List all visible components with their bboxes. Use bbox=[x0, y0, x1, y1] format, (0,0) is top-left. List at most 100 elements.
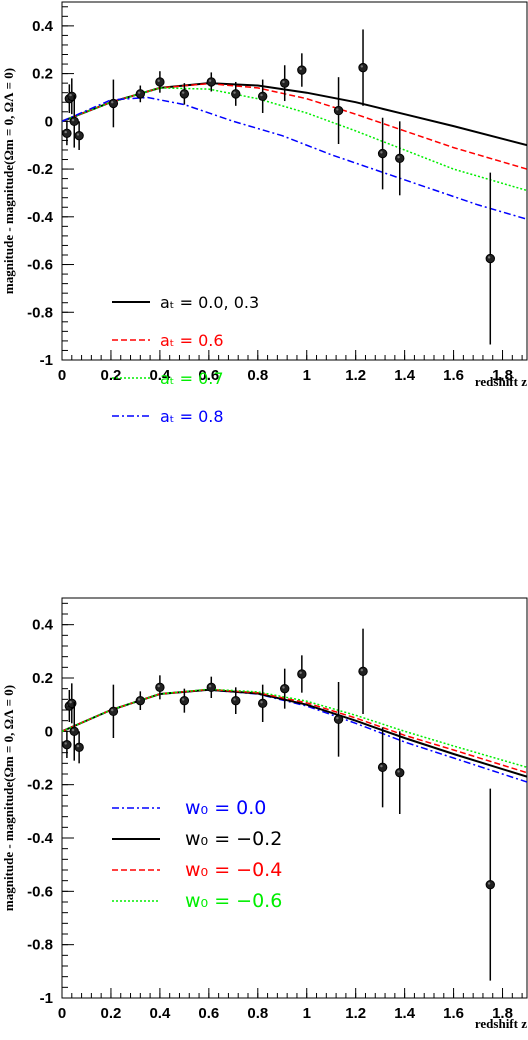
chart-0-data-point bbox=[377, 148, 388, 159]
chart-0-data-point bbox=[297, 65, 307, 75]
chart-0-series-line-0 bbox=[62, 82, 527, 147]
chart-1-data-point bbox=[485, 879, 495, 890]
chart-0-legend-label-2: aₜ = 0.7 bbox=[160, 369, 224, 388]
chart-0-x-tick-label: 0.6 bbox=[198, 367, 219, 384]
chart-0-data-point bbox=[155, 77, 165, 87]
chart-1-y-tick-label: 0 bbox=[45, 723, 53, 740]
chart-0-data-point-highlight bbox=[360, 65, 364, 68]
chart-0-data-point bbox=[485, 253, 495, 264]
chart-0-y-tick-label: -0.8 bbox=[27, 304, 53, 321]
chart-0-data-point bbox=[333, 105, 344, 116]
chart-1-data-point bbox=[231, 695, 241, 706]
chart-0-data-point bbox=[257, 91, 268, 101]
chart-1-data-point-highlight bbox=[260, 700, 263, 704]
chart-1-legend-label-3: w₀ = −0.6 bbox=[185, 890, 282, 912]
chart-1-legend-label-2: w₀ = −0.4 bbox=[185, 859, 282, 881]
chart-0-data-point bbox=[231, 89, 241, 99]
chart-1-y-tick-label: -0.2 bbox=[27, 777, 53, 794]
chart-0-y-tick-label: 0 bbox=[45, 113, 53, 130]
chart-1-series-line-3 bbox=[62, 688, 527, 769]
chart-0-data-point bbox=[395, 153, 405, 164]
chart-0-y-tick-label: 0.2 bbox=[32, 66, 53, 83]
chart-0-data-point-highlight bbox=[157, 79, 160, 82]
chart-0-y-tick-label: -1 bbox=[40, 352, 53, 369]
chart-1-data-point bbox=[74, 742, 84, 753]
chart-1-data-point-highlight bbox=[157, 684, 160, 688]
chart-1-x-tick-label: 0 bbox=[58, 1005, 66, 1022]
chart-0-x-tick-label: 1.4 bbox=[394, 367, 416, 384]
chart-0-curves bbox=[62, 82, 527, 220]
chart-0-data-point bbox=[135, 89, 146, 99]
chart-0-plot-frame bbox=[61, 1, 528, 361]
chart-1-x-tick-label: 0.4 bbox=[149, 1005, 171, 1022]
chart-0-y-tick-label: -0.4 bbox=[27, 209, 54, 226]
chart-1-data-point bbox=[257, 698, 268, 709]
chart-0-data-point-highlight bbox=[64, 130, 67, 134]
chart-1-x-tick-label: 0.8 bbox=[247, 1005, 268, 1022]
chart-0-data-point-highlight bbox=[336, 108, 339, 111]
chart-1-data-point-highlight bbox=[360, 668, 364, 672]
chart-0-legend-label-0: aₜ = 0.0, 0.3 bbox=[160, 293, 259, 312]
chart-0-data-point-highlight bbox=[260, 93, 263, 97]
chart-1-data-point bbox=[155, 682, 165, 693]
chart-0-legend: aₜ = 0.0, 0.3 aₜ = 0.6 aₜ = 0.7 aₜ = 0.8 bbox=[112, 293, 259, 426]
chart-0-data-point bbox=[62, 128, 72, 138]
chart-0-series-line-1 bbox=[62, 82, 527, 170]
chart-0-data-point-highlight bbox=[76, 133, 80, 136]
chart-0-data-point-highlight bbox=[181, 91, 185, 94]
chart-0-y-tick-label: 0.4 bbox=[32, 18, 54, 35]
chart-1-data-point-highlight bbox=[380, 764, 383, 768]
chart-1-x-axis-title: redshift z bbox=[475, 1016, 527, 1031]
chart-1-series-line-1 bbox=[62, 688, 527, 778]
chart-0-data-point-highlight bbox=[69, 93, 72, 97]
chart-0-data-point-highlight bbox=[397, 155, 400, 159]
chart-0-x-tick-label: 0.8 bbox=[247, 367, 268, 384]
chart-0-x-tick-label: 1.2 bbox=[345, 367, 366, 384]
chart-1-y-axis-title: magnitude - magnitude(Ωm = 0, ΩΛ = 0) bbox=[1, 685, 16, 911]
chart-0-data-point-highlight bbox=[380, 151, 383, 154]
chart-1-data-point bbox=[377, 762, 388, 773]
chart-0-data-point-highlight bbox=[282, 80, 285, 84]
chart-0-data-point bbox=[69, 116, 79, 127]
chart-0-x-tick-label: 0.2 bbox=[101, 367, 122, 384]
chart-0-data-point bbox=[358, 62, 368, 73]
chart-1-x-tick-label: 1.4 bbox=[394, 1005, 416, 1022]
chart-1-data-point-highlight bbox=[69, 700, 72, 704]
chart-1-data-point-highlight bbox=[110, 708, 114, 712]
chart-1-data-point-highlight bbox=[71, 728, 75, 732]
chart-1-data-point bbox=[333, 714, 344, 725]
chart-1-y-tick-label: 0.4 bbox=[32, 617, 54, 634]
chart-0-data-point-highlight bbox=[137, 91, 141, 94]
chart-1-plot-frame bbox=[61, 597, 528, 999]
chart-1-series-line-2 bbox=[62, 688, 527, 774]
chart-0-data-point bbox=[179, 89, 190, 99]
chart-0-y-tick-label: -0.6 bbox=[27, 257, 53, 274]
chart-1-data-point-highlight bbox=[487, 882, 491, 885]
chart-1-y-tick-label: -0.4 bbox=[27, 830, 54, 847]
chart-1-y-tick-label: -1 bbox=[40, 990, 53, 1007]
chart-0-legend-label-1: aₜ = 0.6 bbox=[160, 331, 224, 350]
chart-1-data-point-highlight bbox=[181, 698, 185, 701]
chart-1-data-point bbox=[206, 682, 216, 693]
chart-1-legend-label-0: w₀ = 0.0 bbox=[185, 797, 266, 819]
chart-1-data-point bbox=[62, 739, 72, 750]
chart-1-x-tick-label: 0.2 bbox=[101, 1005, 122, 1022]
chart-1-legend-label-1: w₀ = −0.2 bbox=[185, 828, 282, 850]
chart-0-x-tick-label: 0 bbox=[58, 367, 66, 384]
chart-0-y-tick-label: -0.2 bbox=[27, 161, 53, 178]
chart-0-data-point bbox=[206, 77, 216, 87]
chart-0-x-tick-label: 0.4 bbox=[149, 367, 171, 384]
chart-1-data-point-highlight bbox=[299, 671, 302, 674]
chart-0-data-point bbox=[108, 98, 119, 109]
chart-1-x-tick-label: 1 bbox=[303, 1005, 311, 1022]
chart-1-data-point-highlight bbox=[397, 770, 400, 773]
chart-0-x-tick-label: 1.6 bbox=[443, 367, 464, 384]
chart-0-x-tick-label: 1.8 bbox=[492, 367, 513, 384]
chart-1-data-point bbox=[108, 706, 119, 717]
chart-1-curves bbox=[62, 688, 527, 783]
top-panel-chart: 0 0.2 0.4 0.6 0.8 1 1.2 1.4 1.6 1.8 0.4 0.2 0 -0.2 -0.… bbox=[1, 1, 528, 426]
chart-1-data-point-highlight bbox=[64, 742, 67, 745]
chart-1-data-point bbox=[395, 767, 405, 778]
chart-1-data-point bbox=[179, 695, 190, 706]
